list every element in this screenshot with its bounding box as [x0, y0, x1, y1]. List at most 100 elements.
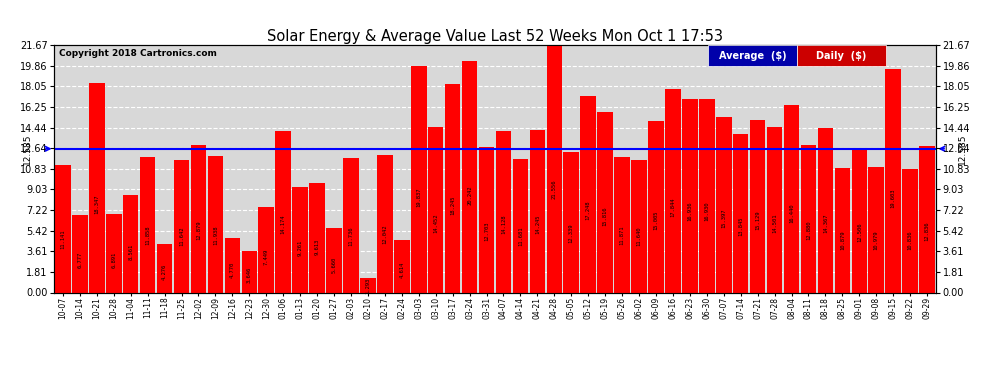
Text: 4.614: 4.614: [399, 262, 404, 279]
Bar: [360, 278, 376, 292]
Bar: [225, 238, 241, 292]
Text: 17.248: 17.248: [586, 200, 591, 219]
Bar: [377, 155, 393, 292]
Bar: [699, 99, 715, 292]
Bar: [173, 159, 189, 292]
Text: 14.367: 14.367: [823, 214, 828, 233]
Bar: [716, 117, 732, 292]
Text: Average  ($): Average ($): [719, 51, 786, 61]
Text: 14.501: 14.501: [772, 213, 777, 233]
Bar: [428, 128, 444, 292]
Text: 11.736: 11.736: [348, 226, 353, 246]
Text: 10.836: 10.836: [908, 231, 913, 250]
Text: 12.339: 12.339: [568, 224, 574, 243]
Text: Daily  ($): Daily ($): [817, 51, 866, 61]
Bar: [309, 183, 325, 292]
Bar: [513, 159, 529, 292]
Text: 19.603: 19.603: [891, 189, 896, 208]
Text: 12.879: 12.879: [196, 221, 201, 240]
Text: 18.245: 18.245: [450, 195, 455, 215]
Bar: [648, 121, 663, 292]
Bar: [496, 131, 511, 292]
Bar: [801, 146, 817, 292]
Bar: [461, 61, 477, 292]
Bar: [614, 157, 630, 292]
Bar: [411, 66, 427, 292]
Text: 12.585: 12.585: [24, 133, 33, 165]
Bar: [885, 69, 901, 292]
Text: 11.642: 11.642: [179, 227, 184, 246]
Text: 12.506: 12.506: [856, 223, 862, 242]
Bar: [749, 120, 765, 292]
Bar: [767, 127, 782, 292]
Bar: [55, 165, 70, 292]
Text: 1.293: 1.293: [365, 278, 370, 294]
Text: 17.844: 17.844: [670, 197, 675, 217]
Bar: [920, 146, 935, 292]
Text: 14.245: 14.245: [535, 214, 540, 234]
Text: 16.440: 16.440: [789, 204, 794, 224]
Text: 20.242: 20.242: [467, 186, 472, 205]
Text: 12.585: 12.585: [957, 133, 966, 165]
Bar: [797, 45, 886, 66]
Text: 15.816: 15.816: [603, 207, 608, 226]
Bar: [868, 167, 884, 292]
Bar: [72, 215, 88, 292]
Text: 16.930: 16.930: [704, 201, 709, 221]
Bar: [902, 169, 918, 292]
Bar: [208, 156, 223, 292]
Text: 13.845: 13.845: [739, 216, 743, 236]
Text: 12.836: 12.836: [925, 221, 930, 241]
Text: 11.938: 11.938: [213, 225, 218, 245]
Bar: [140, 157, 155, 292]
Bar: [632, 159, 646, 292]
Bar: [563, 152, 579, 292]
Bar: [123, 195, 139, 292]
Text: 14.128: 14.128: [501, 215, 506, 234]
Text: 18.347: 18.347: [94, 195, 99, 214]
Bar: [327, 228, 342, 292]
Bar: [275, 130, 291, 292]
Text: 16.936: 16.936: [687, 201, 692, 221]
Bar: [530, 130, 545, 292]
Text: 12.703: 12.703: [484, 222, 489, 242]
Text: 3.646: 3.646: [247, 267, 251, 283]
Bar: [580, 96, 596, 292]
Text: 11.681: 11.681: [518, 227, 523, 246]
Text: 10.879: 10.879: [840, 231, 844, 250]
Bar: [784, 105, 799, 292]
Bar: [851, 150, 867, 292]
Bar: [394, 240, 410, 292]
Text: 11.858: 11.858: [146, 226, 150, 245]
Text: 11.141: 11.141: [60, 229, 65, 249]
Bar: [89, 83, 105, 292]
Bar: [156, 244, 172, 292]
Text: 4.770: 4.770: [230, 261, 235, 278]
Text: 19.837: 19.837: [416, 188, 422, 207]
Bar: [835, 168, 850, 292]
Text: 21.556: 21.556: [551, 179, 556, 199]
Bar: [292, 187, 308, 292]
Bar: [445, 84, 460, 292]
Text: 7.449: 7.449: [263, 249, 268, 265]
Text: 8.561: 8.561: [128, 243, 134, 260]
Bar: [665, 89, 681, 292]
Text: 14.174: 14.174: [281, 215, 286, 234]
Text: 15.129: 15.129: [755, 210, 760, 230]
Text: 15.397: 15.397: [722, 209, 727, 228]
Bar: [682, 99, 698, 292]
Text: 11.640: 11.640: [637, 227, 642, 246]
Text: 9.613: 9.613: [315, 238, 320, 255]
Bar: [242, 251, 257, 292]
Text: Copyright 2018 Cartronics.com: Copyright 2018 Cartronics.com: [58, 49, 217, 58]
Bar: [708, 45, 797, 66]
Text: 15.005: 15.005: [653, 211, 658, 230]
Bar: [546, 46, 562, 292]
Text: 4.276: 4.276: [162, 264, 167, 280]
Text: 12.880: 12.880: [806, 221, 811, 240]
Text: 14.452: 14.452: [434, 213, 439, 233]
Text: 5.660: 5.660: [332, 257, 337, 273]
Text: 6.891: 6.891: [111, 251, 116, 268]
Text: 6.777: 6.777: [77, 252, 82, 268]
Text: 10.979: 10.979: [874, 230, 879, 250]
